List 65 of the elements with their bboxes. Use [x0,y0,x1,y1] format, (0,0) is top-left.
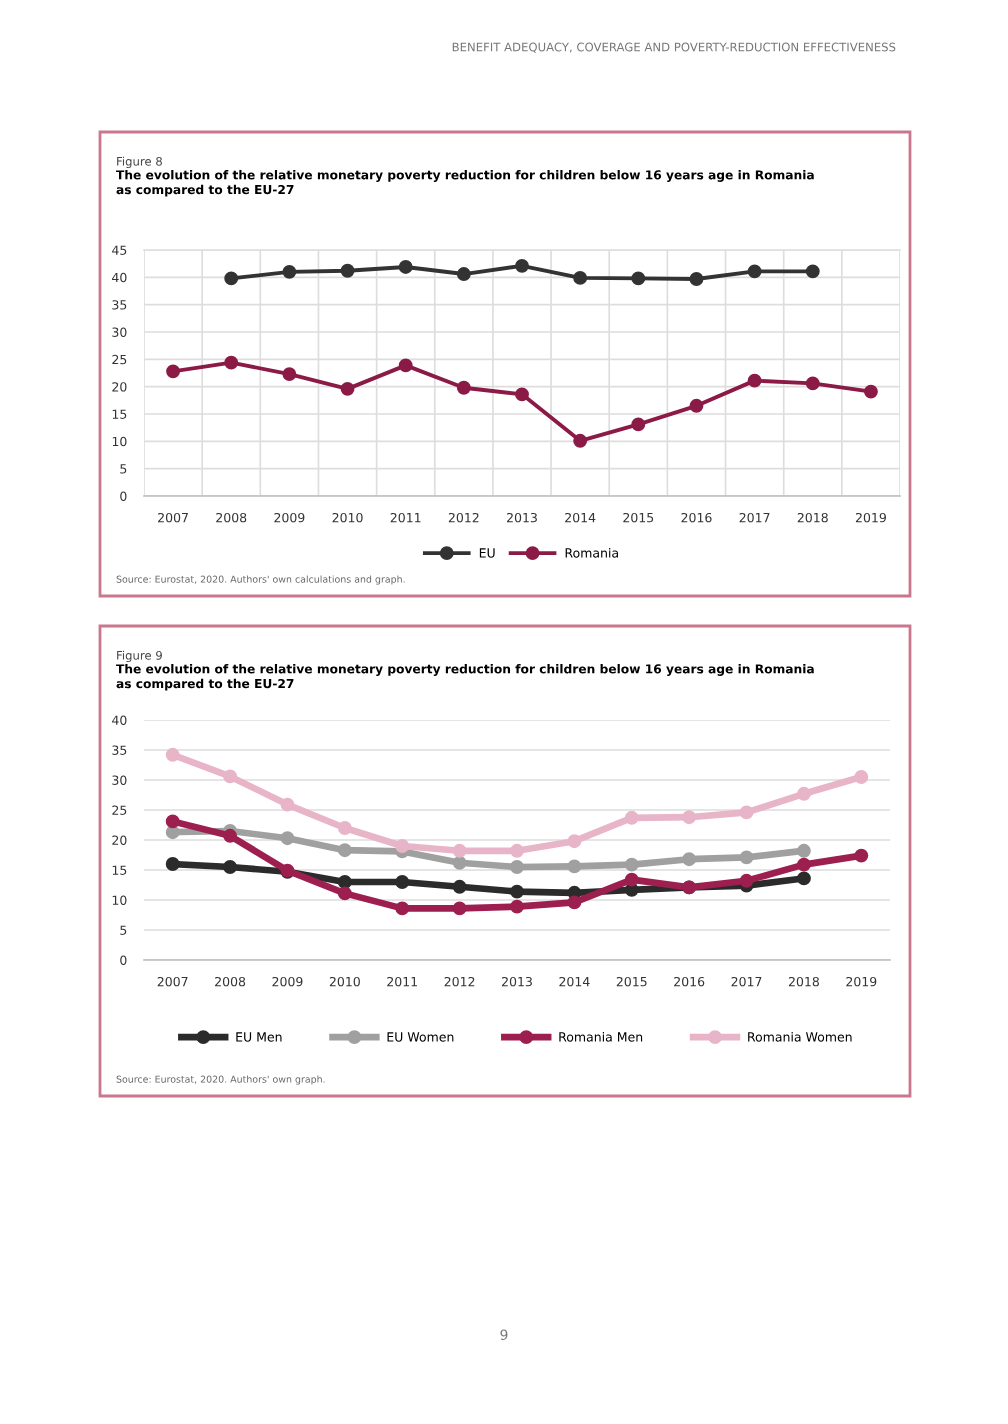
point [624,810,639,825]
point [567,859,582,874]
point [739,873,754,888]
point [223,769,238,784]
point [340,381,355,396]
point [682,852,697,867]
point [166,364,181,379]
point [165,814,180,829]
point [224,355,239,370]
point [854,848,869,863]
point [631,417,646,432]
point [515,258,529,273]
point [682,810,697,825]
point [280,831,295,846]
point [747,264,762,279]
point [395,839,410,853]
point [510,884,524,899]
point [796,843,811,858]
point [337,843,352,858]
point [567,895,582,910]
point [567,834,582,849]
point [796,871,811,886]
point [854,770,869,784]
point [165,857,180,871]
point [624,857,639,872]
point [224,271,239,286]
point [739,850,754,865]
point [452,879,467,894]
point [573,433,588,448]
point [337,886,352,901]
point [456,380,471,395]
point [689,272,704,286]
point [280,797,295,812]
point [510,860,524,874]
point [282,367,297,382]
point [796,786,811,801]
point [398,358,413,373]
point [223,860,238,874]
point [510,843,524,858]
point [165,747,180,762]
point [395,875,410,889]
point [282,264,297,279]
point [689,398,704,413]
point [223,828,238,843]
point [805,264,820,279]
point [165,825,180,840]
point [510,899,524,914]
point [631,271,646,286]
point [337,875,352,889]
point [573,270,588,285]
point [863,384,878,399]
point [452,901,467,916]
point [337,821,352,835]
point [398,260,413,274]
point [340,263,355,278]
point [747,373,762,388]
point [796,857,811,872]
point [452,855,467,870]
point [395,901,410,916]
point [624,872,639,887]
point [456,267,471,281]
point [452,843,467,858]
point [739,805,754,820]
point [805,376,820,391]
point [515,387,529,402]
